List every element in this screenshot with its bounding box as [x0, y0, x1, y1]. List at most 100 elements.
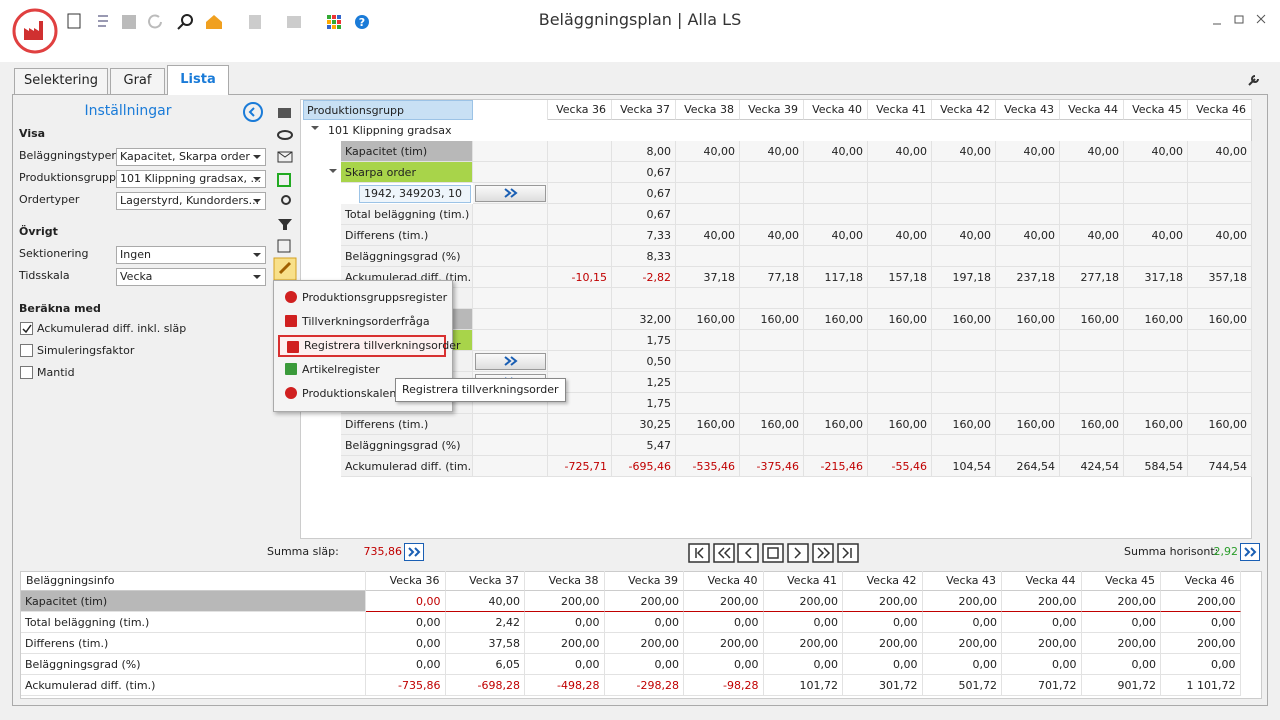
value-cell	[932, 204, 996, 225]
value-cell	[740, 330, 804, 351]
value-cell: 160,00	[1124, 309, 1188, 330]
value-cell: -695,46	[612, 456, 676, 477]
tab[interactable]: Lista	[167, 65, 229, 95]
tab[interactable]: Selektering	[14, 68, 108, 94]
combo-box[interactable]: Vecka	[116, 268, 266, 286]
week-header: Vecka 36	[548, 100, 612, 120]
navigation-buttons	[688, 543, 862, 563]
value-cell	[996, 351, 1060, 372]
footer-value: 735,86	[350, 545, 402, 558]
checkbox[interactable]	[20, 322, 33, 335]
value-cell	[996, 288, 1060, 309]
value-cell	[868, 246, 932, 267]
value-cell	[548, 435, 612, 456]
summary-cell: 0,00	[1002, 612, 1082, 633]
menu-label: Artikelregister	[302, 363, 380, 377]
summary-cell: 0,00	[764, 612, 844, 633]
value-cell: 40,00	[1124, 141, 1188, 162]
summary-cell: 0,00	[1002, 654, 1082, 675]
row-cell	[473, 225, 548, 246]
field-label: Beläggningstyper	[19, 149, 116, 162]
summary-cell: 0,00	[605, 654, 685, 675]
value-cell	[1060, 162, 1124, 183]
value-cell: 277,18	[1060, 267, 1124, 288]
summary-cell: 0,00	[366, 591, 446, 612]
value-cell	[932, 162, 996, 183]
value-cell: 40,00	[932, 225, 996, 246]
menu-icon	[285, 387, 297, 399]
open-button[interactable]	[475, 353, 546, 370]
combo-box[interactable]: 101 Klippning gradsax, ...	[116, 170, 266, 188]
value-cell: -215,46	[804, 456, 868, 477]
value-cell	[868, 162, 932, 183]
summary-cell: 0,00	[923, 654, 1003, 675]
summary-cell: 0,00	[1082, 654, 1162, 675]
value-cell: 40,00	[1188, 141, 1252, 162]
settings-icon[interactable]	[1246, 72, 1262, 88]
menu-item[interactable]: Produktionsgruppsregister	[278, 287, 450, 309]
value-cell	[804, 183, 868, 204]
value-cell	[1060, 435, 1124, 456]
value-cell	[1124, 246, 1188, 267]
open-button[interactable]	[475, 185, 546, 202]
summary-cell: 1 101,72	[1161, 675, 1241, 696]
checkbox[interactable]	[20, 366, 33, 379]
footer-label: Summa släp:	[267, 545, 339, 558]
row-label: Beläggningsgrad (%)	[341, 435, 473, 456]
row-cell	[473, 267, 548, 288]
row-label: Skarpa order	[341, 162, 473, 183]
value-cell	[932, 330, 996, 351]
value-cell	[1060, 183, 1124, 204]
value-cell: 237,18	[996, 267, 1060, 288]
value-cell	[548, 225, 612, 246]
tab[interactable]: Graf	[110, 68, 165, 94]
summary-cell: 0,00	[764, 654, 844, 675]
week-header: Vecka 38	[525, 571, 605, 591]
value-cell: 40,00	[1060, 141, 1124, 162]
value-cell	[1124, 330, 1188, 351]
summary-cell: 200,00	[923, 591, 1003, 612]
week-header: Vecka 38	[676, 100, 740, 120]
value-cell: 0,67	[612, 183, 676, 204]
summary-cell: 37,58	[446, 633, 526, 654]
expander	[311, 126, 319, 134]
value-cell: 160,00	[996, 414, 1060, 435]
value-cell	[1188, 330, 1252, 351]
summary-cell: 901,72	[1082, 675, 1162, 696]
value-cell	[1188, 246, 1252, 267]
panel-title: Inställningar	[13, 103, 243, 119]
combo-box[interactable]: Kapacitet, Skarpa order	[116, 148, 266, 166]
value-cell	[1188, 204, 1252, 225]
jump-button[interactable]	[404, 543, 424, 561]
value-cell	[676, 351, 740, 372]
value-cell	[996, 204, 1060, 225]
value-cell: 7,33	[612, 225, 676, 246]
combo-box[interactable]: Ingen	[116, 246, 266, 264]
menu-item[interactable]: Tillverkningsorderfråga	[278, 311, 450, 333]
menu-item[interactable]: Registrera tillverkningsorder	[278, 335, 446, 357]
value-cell: 77,18	[740, 267, 804, 288]
header-cell	[473, 100, 548, 120]
week-header: Vecka 36	[366, 571, 446, 591]
value-cell	[1124, 183, 1188, 204]
value-cell	[868, 183, 932, 204]
field-label: Produktionsgrupper	[19, 171, 127, 184]
jump-button[interactable]	[1240, 543, 1260, 561]
combo-box[interactable]: Lagerstyrd, Kundorders...	[116, 192, 266, 210]
summary-cell: -698,28	[446, 675, 526, 696]
value-cell	[548, 246, 612, 267]
value-cell	[868, 372, 932, 393]
checkbox[interactable]	[20, 344, 33, 357]
value-cell	[1188, 288, 1252, 309]
value-cell: 160,00	[676, 414, 740, 435]
summary-row-label: Ackumulerad diff. (tim.)	[21, 675, 366, 696]
value-cell: 104,54	[932, 456, 996, 477]
value-cell	[804, 288, 868, 309]
value-cell	[548, 414, 612, 435]
summary-cell: -98,28	[684, 675, 764, 696]
collapse-button[interactable]	[243, 102, 263, 122]
value-cell: 160,00	[740, 414, 804, 435]
value-cell	[548, 141, 612, 162]
summary-cell: 0,00	[366, 612, 446, 633]
